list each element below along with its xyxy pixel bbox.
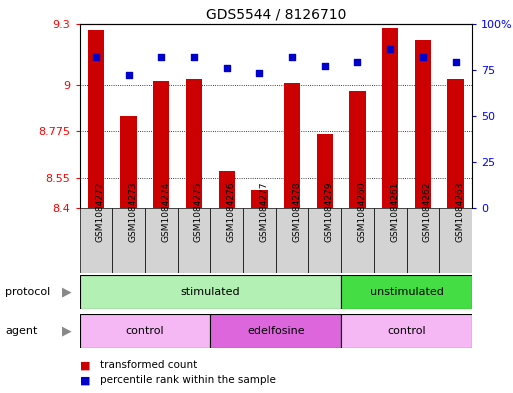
- Bar: [80, 314, 210, 348]
- Text: GSM1084272: GSM1084272: [96, 181, 105, 242]
- Point: [451, 59, 460, 66]
- Text: ▶: ▶: [62, 285, 71, 298]
- Bar: [112, 208, 145, 273]
- Point: [157, 54, 165, 60]
- Bar: [121, 116, 137, 208]
- Point: [223, 65, 231, 71]
- Bar: [275, 208, 308, 273]
- Bar: [341, 208, 374, 273]
- Text: edelfosine: edelfosine: [247, 326, 305, 336]
- Text: control: control: [387, 326, 426, 336]
- Text: GSM1084274: GSM1084274: [161, 181, 170, 242]
- Text: ▶: ▶: [62, 325, 71, 338]
- Text: GSM1084278: GSM1084278: [292, 181, 301, 242]
- Text: control: control: [126, 326, 164, 336]
- Text: transformed count: transformed count: [100, 360, 198, 371]
- Bar: [341, 275, 472, 309]
- Point: [288, 54, 296, 60]
- Title: GDS5544 / 8126710: GDS5544 / 8126710: [206, 7, 346, 21]
- Bar: [88, 30, 104, 208]
- Bar: [341, 314, 472, 348]
- Point: [419, 54, 427, 60]
- Point: [190, 54, 198, 60]
- Bar: [382, 28, 399, 208]
- Text: GSM1084260: GSM1084260: [358, 181, 366, 242]
- Bar: [415, 40, 431, 208]
- Point: [125, 72, 133, 79]
- Bar: [153, 81, 169, 208]
- Point: [92, 54, 100, 60]
- Bar: [406, 208, 439, 273]
- Bar: [219, 171, 235, 208]
- Point: [255, 70, 264, 77]
- Text: GSM1084273: GSM1084273: [129, 181, 137, 242]
- Text: protocol: protocol: [5, 287, 50, 297]
- Bar: [284, 83, 300, 208]
- Text: ■: ■: [80, 360, 90, 371]
- Bar: [210, 208, 243, 273]
- Bar: [308, 208, 341, 273]
- Text: GSM1084276: GSM1084276: [227, 181, 235, 242]
- Bar: [439, 208, 472, 273]
- Bar: [349, 91, 366, 208]
- Bar: [251, 190, 268, 208]
- Text: GSM1084279: GSM1084279: [325, 181, 334, 242]
- Bar: [80, 208, 112, 273]
- Text: unstimulated: unstimulated: [369, 287, 444, 297]
- Bar: [210, 314, 341, 348]
- Point: [353, 59, 362, 66]
- Bar: [145, 208, 177, 273]
- Text: GSM1084277: GSM1084277: [260, 181, 268, 242]
- Point: [321, 63, 329, 69]
- Bar: [317, 134, 333, 208]
- Bar: [186, 79, 202, 208]
- Text: ■: ■: [80, 375, 90, 386]
- Bar: [243, 208, 276, 273]
- Text: GSM1084275: GSM1084275: [194, 181, 203, 242]
- Text: stimulated: stimulated: [181, 287, 240, 297]
- Text: GSM1084263: GSM1084263: [456, 181, 465, 242]
- Text: GSM1084261: GSM1084261: [390, 181, 399, 242]
- Text: agent: agent: [5, 326, 37, 336]
- Bar: [80, 275, 341, 309]
- Point: [386, 46, 394, 53]
- Bar: [447, 79, 464, 208]
- Text: GSM1084262: GSM1084262: [423, 181, 432, 242]
- Bar: [374, 208, 406, 273]
- Bar: [177, 208, 210, 273]
- Text: percentile rank within the sample: percentile rank within the sample: [100, 375, 276, 386]
